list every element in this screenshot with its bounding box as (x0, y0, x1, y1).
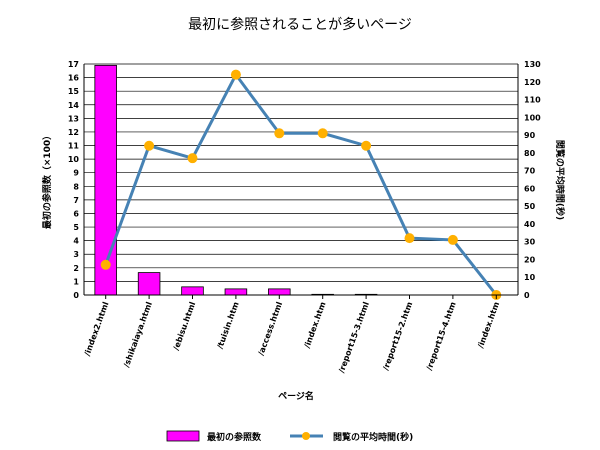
right-tick-label-13: 130 (524, 60, 541, 69)
left-tick-label-1: 1 (73, 277, 79, 286)
x-tick-label-3: /tuisin.htm (215, 301, 240, 350)
x-tick-label-6: /report15-3.html (337, 300, 371, 374)
left-axis-label: 最初の参照数（×100） (41, 131, 53, 229)
line-point-1 (144, 140, 155, 151)
line-point-8 (447, 234, 458, 245)
x-tick-labels: /index2.html/shikaiaya.html/ebisu.html/t… (83, 300, 502, 374)
bar-series (94, 64, 378, 296)
x-tick-label-9: /index.htm (476, 301, 501, 350)
x-tick-label-7: /report15-2.htm (381, 301, 414, 372)
x-tick-label-5: /index.htm (303, 301, 328, 350)
left-tick-label-4: 4 (73, 237, 79, 246)
chart-title: 最初に参照されることが多いページ (188, 16, 412, 33)
left-tick-label-16: 16 (68, 74, 80, 83)
left-tick-label-9: 9 (73, 169, 79, 178)
right-tick-label-7: 70 (524, 167, 536, 176)
line-point-2 (187, 153, 198, 164)
right-tick-label-9: 90 (524, 131, 536, 140)
right-tick-label-0: 0 (524, 291, 530, 300)
x-tick-label-4: /access.html (256, 300, 284, 356)
right-tick-labels: 0 10 20 30 40 50 60 70 80 90 100 110 120 130 (524, 60, 541, 300)
right-tick-label-2: 20 (524, 255, 536, 264)
left-tick-label-5: 5 (73, 223, 79, 232)
bar-4 (268, 288, 291, 296)
legend-bar-label: 最初の参照数 (207, 431, 262, 443)
right-tick-label-8: 80 (524, 149, 536, 158)
axes (83, 64, 519, 299)
x-tick-label-2: /ebisu.html (172, 300, 198, 351)
right-tick-label-11: 110 (524, 96, 541, 105)
series-line (104, 71, 498, 296)
left-tick-label-3: 3 (73, 250, 79, 259)
left-tick-label-0: 0 (73, 291, 79, 300)
x-tick-label-8: /report15-4.htm (425, 301, 458, 372)
x-axis-label: ページ名 (278, 390, 314, 402)
left-tick-label-17: 17 (68, 60, 79, 69)
x-tick-label-1: /shikaiaya.html (122, 300, 154, 368)
bar-2 (181, 286, 204, 296)
right-tick-label-12: 120 (524, 78, 541, 87)
line-point-5 (317, 128, 328, 139)
right-tick-label-6: 60 (524, 184, 536, 193)
left-tick-label-8: 8 (73, 182, 79, 191)
left-tick-label-2: 2 (73, 264, 79, 273)
x-tick-label-0: /index2.html (83, 300, 111, 357)
legend: 最初の参照数 閲覧の平均時間(秒) (166, 430, 413, 443)
line-point-7 (404, 233, 415, 244)
legend-bar-swatch (166, 430, 200, 442)
line-point-0 (100, 259, 111, 270)
line-series (100, 69, 502, 300)
left-tick-label-12: 12 (68, 128, 79, 137)
legend-line-label: 閲覧の平均時間(秒) (333, 431, 413, 443)
left-tick-label-6: 6 (73, 209, 79, 218)
bar-3 (224, 288, 248, 296)
right-axis-label: 閲覧の平均時間(秒) (554, 140, 566, 220)
left-tick-label-7: 7 (73, 196, 79, 205)
right-tick-label-3: 30 (524, 238, 536, 247)
line-point-3 (230, 69, 241, 80)
left-tick-label-11: 11 (68, 142, 80, 151)
line-point-6 (361, 140, 372, 151)
right-tick-label-5: 50 (524, 202, 536, 211)
right-tick-label-4: 40 (524, 220, 536, 229)
left-tick-label-10: 10 (68, 155, 80, 164)
right-tick-label-1: 10 (524, 273, 536, 282)
gridlines (84, 63, 518, 296)
left-tick-label-13: 13 (68, 114, 79, 123)
left-tick-label-15: 15 (68, 87, 80, 96)
right-tick-label-10: 100 (524, 113, 541, 122)
line-point-4 (274, 128, 285, 139)
left-tick-label-14: 14 (68, 101, 80, 110)
bar-1 (137, 272, 161, 296)
legend-line-marker (302, 432, 310, 440)
